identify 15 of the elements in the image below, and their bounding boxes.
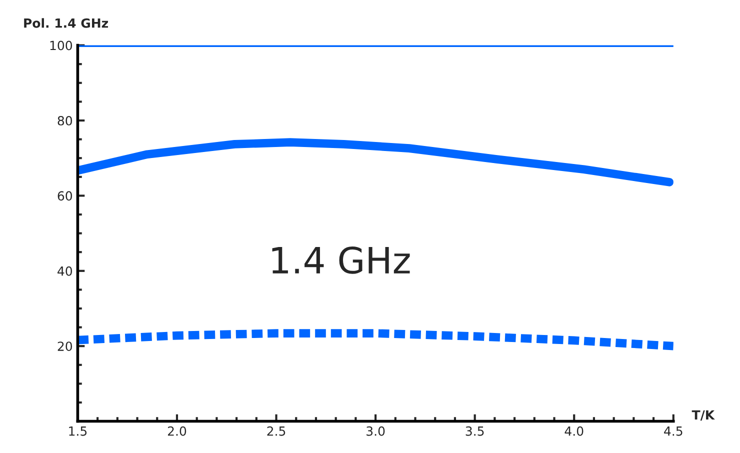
y-tick-label: 100	[50, 40, 72, 50]
x-tick-label: 2.5	[267, 426, 286, 436]
y-tick-label: 60	[58, 191, 72, 201]
y-axis-title: Pol. 1.4 GHz	[24, 18, 108, 28]
y-tick-label: 20	[58, 342, 72, 352]
x-tick-label: 3.0	[366, 426, 385, 436]
x-tick-label: 4.0	[564, 426, 584, 436]
x-tick-label: 3.5	[466, 426, 484, 436]
annotation: 1.4 GHz	[272, 246, 410, 274]
x-tick-label: 4.5	[664, 426, 682, 436]
x-tick-label: 1.5	[69, 426, 87, 436]
y-tick-label: 40	[58, 266, 72, 276]
x-axis-title: T/K	[692, 410, 715, 421]
x-tick-label: 2.0	[168, 426, 186, 436]
y-tick-label: 80	[58, 116, 72, 126]
